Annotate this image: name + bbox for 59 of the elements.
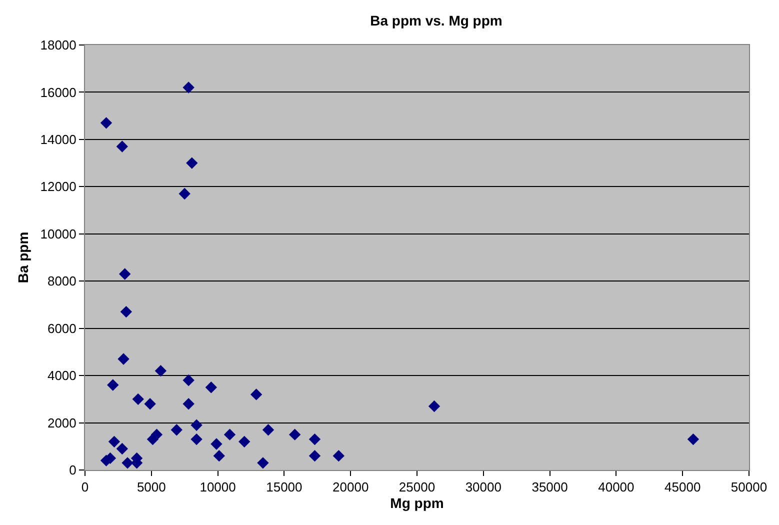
point xyxy=(186,157,198,169)
point xyxy=(224,428,236,440)
point xyxy=(288,428,301,440)
y-tick-label: 6000 xyxy=(47,320,76,336)
point xyxy=(238,436,250,448)
x-tick-label: 5000 xyxy=(136,480,166,495)
point xyxy=(108,436,120,448)
x-tick-label: 0 xyxy=(81,480,89,495)
point xyxy=(190,419,202,431)
point xyxy=(250,388,262,400)
point xyxy=(116,442,128,455)
point xyxy=(154,364,167,377)
y-tick-label: 0 xyxy=(69,462,76,478)
point xyxy=(210,438,222,450)
y-tick-label: 8000 xyxy=(47,274,76,289)
point xyxy=(122,457,134,469)
chart-title: Ba ppm vs. Mg ppm xyxy=(370,12,502,29)
point xyxy=(116,140,128,152)
point xyxy=(428,400,440,412)
point xyxy=(687,433,700,446)
point xyxy=(213,450,225,462)
point xyxy=(205,382,218,394)
x-tick-label: 30000 xyxy=(465,480,502,495)
point xyxy=(150,428,163,440)
point xyxy=(118,268,131,280)
point xyxy=(182,374,194,386)
x-tick-label: 25000 xyxy=(398,480,436,495)
y-tick-label: 14000 xyxy=(40,132,76,147)
point xyxy=(182,82,194,94)
y-tick-label: 16000 xyxy=(40,84,76,100)
y-tick-label: 4000 xyxy=(47,368,76,384)
point xyxy=(190,433,202,446)
x-axis-title: Mg ppm xyxy=(390,494,444,511)
y-tick-label: 18000 xyxy=(40,38,76,53)
point xyxy=(262,424,274,436)
x-tick-label: 45000 xyxy=(664,480,701,495)
point xyxy=(178,188,190,200)
y-tick-label: 12000 xyxy=(40,179,76,194)
point xyxy=(132,393,144,406)
x-tick-label: 35000 xyxy=(532,480,568,495)
x-tick-label: 20000 xyxy=(332,480,369,495)
y-axis-title: Ba ppm xyxy=(14,232,31,284)
x-tick-label: 50000 xyxy=(730,480,768,495)
point xyxy=(100,117,112,129)
point xyxy=(308,450,321,462)
x-tick-label: 40000 xyxy=(598,480,634,495)
point xyxy=(107,379,119,391)
point xyxy=(308,433,321,446)
x-tick-label: 15000 xyxy=(266,480,302,495)
x-tick-label: 10000 xyxy=(200,480,236,495)
point xyxy=(182,398,194,410)
point xyxy=(118,353,130,365)
point xyxy=(144,398,156,410)
point xyxy=(332,450,344,462)
point xyxy=(170,424,182,436)
y-tick-label: 2000 xyxy=(47,415,76,430)
point xyxy=(120,306,132,318)
y-tick-label: 10000 xyxy=(40,226,76,242)
point xyxy=(257,457,269,469)
